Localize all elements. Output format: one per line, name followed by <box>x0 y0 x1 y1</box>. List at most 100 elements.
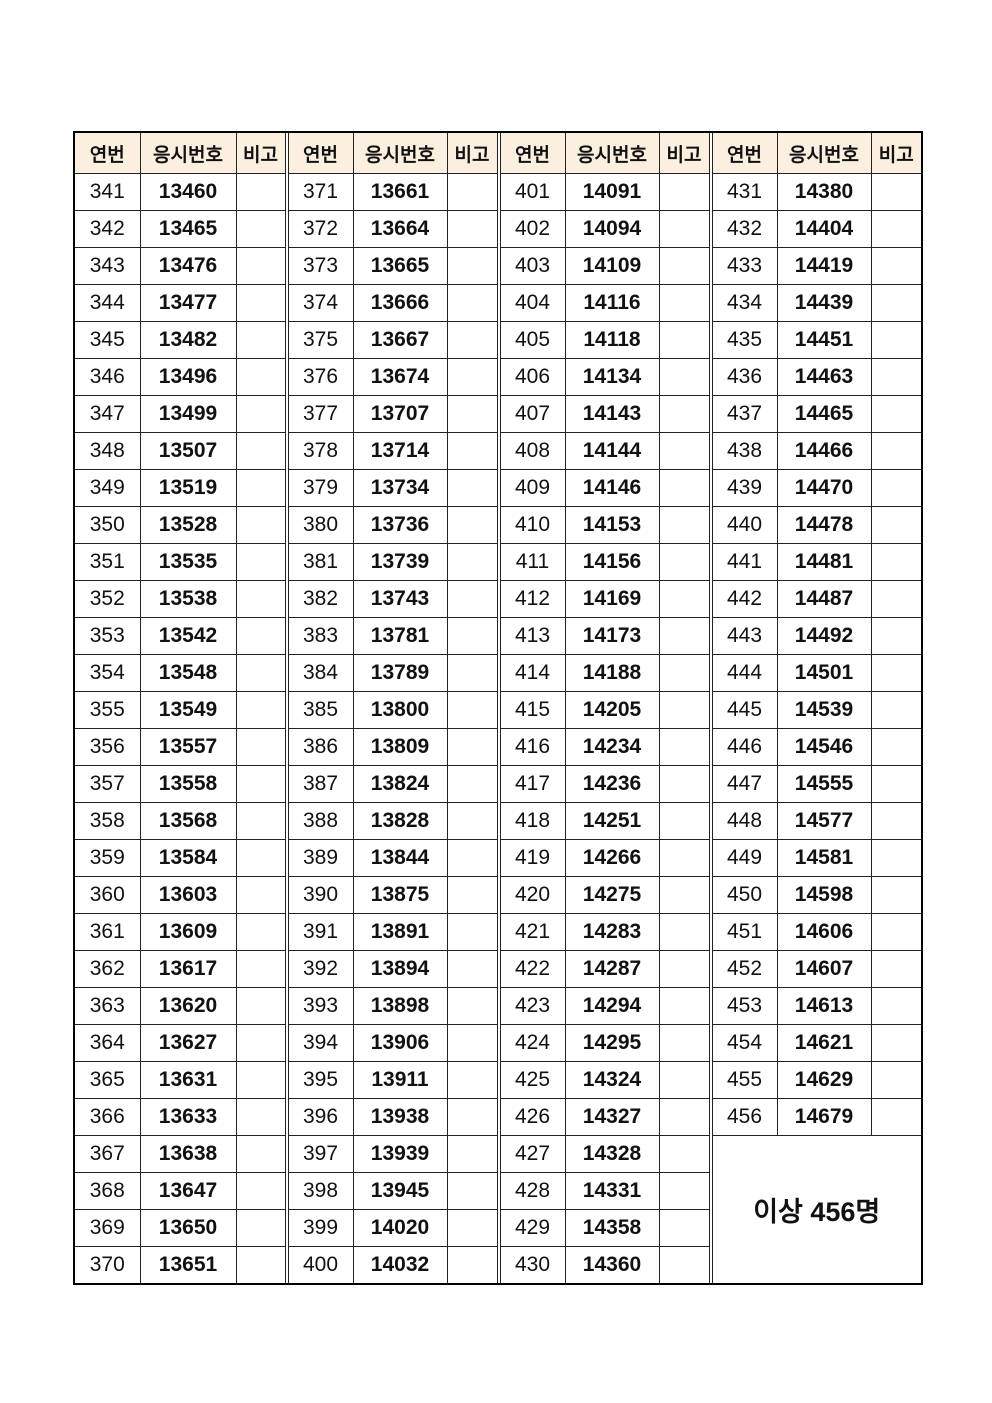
seq-cell: 448 <box>711 802 778 840</box>
seq-cell: 377 <box>287 395 354 433</box>
note-cell <box>870 284 923 322</box>
note-cell <box>446 321 498 359</box>
note-cell <box>235 1098 286 1136</box>
note-cell <box>658 395 710 433</box>
note-cell <box>235 284 286 322</box>
note-cell <box>446 1098 498 1136</box>
seq-cell: 413 <box>499 617 566 655</box>
note-cell <box>446 728 498 766</box>
exam-number-cell: 14118 <box>564 321 660 359</box>
seq-cell: 451 <box>711 913 778 951</box>
note-cell <box>446 1135 498 1173</box>
note-cell <box>235 802 286 840</box>
exam-number-cell: 13651 <box>139 1246 237 1285</box>
seq-cell: 395 <box>287 1061 354 1099</box>
seq-cell: 428 <box>499 1172 566 1210</box>
note-cell <box>870 913 923 951</box>
seq-cell: 435 <box>711 321 778 359</box>
seq-cell: 375 <box>287 321 354 359</box>
exam-number-cell: 13631 <box>139 1061 237 1099</box>
header-note: 비고 <box>658 131 710 174</box>
seq-cell: 407 <box>499 395 566 433</box>
note-cell <box>870 1098 923 1136</box>
seq-cell: 438 <box>711 432 778 470</box>
note-cell <box>446 506 498 544</box>
seq-cell: 415 <box>499 691 566 729</box>
seq-cell: 382 <box>287 580 354 618</box>
exam-number-cell: 14266 <box>564 839 660 877</box>
header-exam-no: 응시번호 <box>352 131 448 174</box>
note-cell <box>870 987 923 1025</box>
exam-number-cell: 14621 <box>776 1024 872 1062</box>
exam-number-cell: 14451 <box>776 321 872 359</box>
note-cell <box>658 1024 710 1062</box>
exam-number-cell: 13789 <box>352 654 448 692</box>
note-cell <box>658 247 710 285</box>
exam-number-cell: 14173 <box>564 617 660 655</box>
note-cell <box>235 617 286 655</box>
table-row: 348 13507 378 13714 408 14144 438 14466 <box>73 432 923 470</box>
exam-number-cell: 13499 <box>139 395 237 433</box>
note-cell <box>870 691 923 729</box>
note-cell <box>870 469 923 507</box>
seq-cell: 376 <box>287 358 354 396</box>
exam-number-cell: 13666 <box>352 284 448 322</box>
header-seq: 연번 <box>711 131 778 174</box>
exam-number-cell: 14324 <box>564 1061 660 1099</box>
seq-cell: 422 <box>499 950 566 988</box>
exam-number-cell: 14144 <box>564 432 660 470</box>
note-cell <box>235 950 286 988</box>
seq-cell: 401 <box>499 173 566 211</box>
seq-cell: 385 <box>287 691 354 729</box>
seq-cell: 360 <box>73 876 141 914</box>
exam-number-cell: 13800 <box>352 691 448 729</box>
note-cell <box>235 876 286 914</box>
exam-number-cell: 13665 <box>352 247 448 285</box>
table-row: 361 13609 391 13891 421 14283 451 14606 <box>73 913 923 951</box>
column-divider <box>708 1246 713 1284</box>
exam-number-cell: 14629 <box>776 1061 872 1099</box>
seq-cell: 381 <box>287 543 354 581</box>
table-row: 354 13548 384 13789 414 14188 444 14501 <box>73 654 923 692</box>
seq-cell: 397 <box>287 1135 354 1173</box>
seq-cell: 350 <box>73 506 141 544</box>
exam-number-cell: 14598 <box>776 876 872 914</box>
exam-number-cell: 14275 <box>564 876 660 914</box>
exam-number-cell: 14294 <box>564 987 660 1025</box>
note-cell <box>446 284 498 322</box>
note-cell <box>235 1246 286 1285</box>
exam-number-cell: 14546 <box>776 728 872 766</box>
exam-number-cell: 13743 <box>352 580 448 618</box>
exam-number-cell: 14481 <box>776 543 872 581</box>
exam-number-cell: 14153 <box>564 506 660 544</box>
note-cell <box>235 654 286 692</box>
exam-number-cell: 13734 <box>352 469 448 507</box>
seq-cell: 431 <box>711 173 778 211</box>
exam-number-cell: 14169 <box>564 580 660 618</box>
seq-cell: 364 <box>73 1024 141 1062</box>
note-cell <box>235 1061 286 1099</box>
note-cell <box>446 876 498 914</box>
table-row: 359 13584 389 13844 419 14266 449 14581 <box>73 839 923 877</box>
note-cell <box>446 247 498 285</box>
table-row: 357 13558 387 13824 417 14236 447 14555 <box>73 765 923 803</box>
table-row: 368 13647 398 13945 428 14331 <box>73 1172 922 1210</box>
exam-number-cell: 14358 <box>564 1209 660 1247</box>
note-cell <box>446 987 498 1025</box>
exam-number-cell: 13620 <box>139 987 237 1025</box>
note-cell <box>870 506 923 544</box>
seq-cell: 387 <box>287 765 354 803</box>
note-cell <box>658 1061 710 1099</box>
table-row: 370 13651 400 14032 430 14360 <box>73 1246 922 1285</box>
note-cell <box>658 876 710 914</box>
note-cell <box>870 765 923 803</box>
note-cell <box>658 913 710 951</box>
note-cell <box>446 654 498 692</box>
note-cell <box>446 1209 498 1247</box>
seq-cell: 420 <box>499 876 566 914</box>
note-cell <box>235 506 286 544</box>
exam-number-cell: 13906 <box>352 1024 448 1062</box>
note-cell <box>658 765 710 803</box>
exam-number-cell: 14470 <box>776 469 872 507</box>
seq-cell: 405 <box>499 321 566 359</box>
